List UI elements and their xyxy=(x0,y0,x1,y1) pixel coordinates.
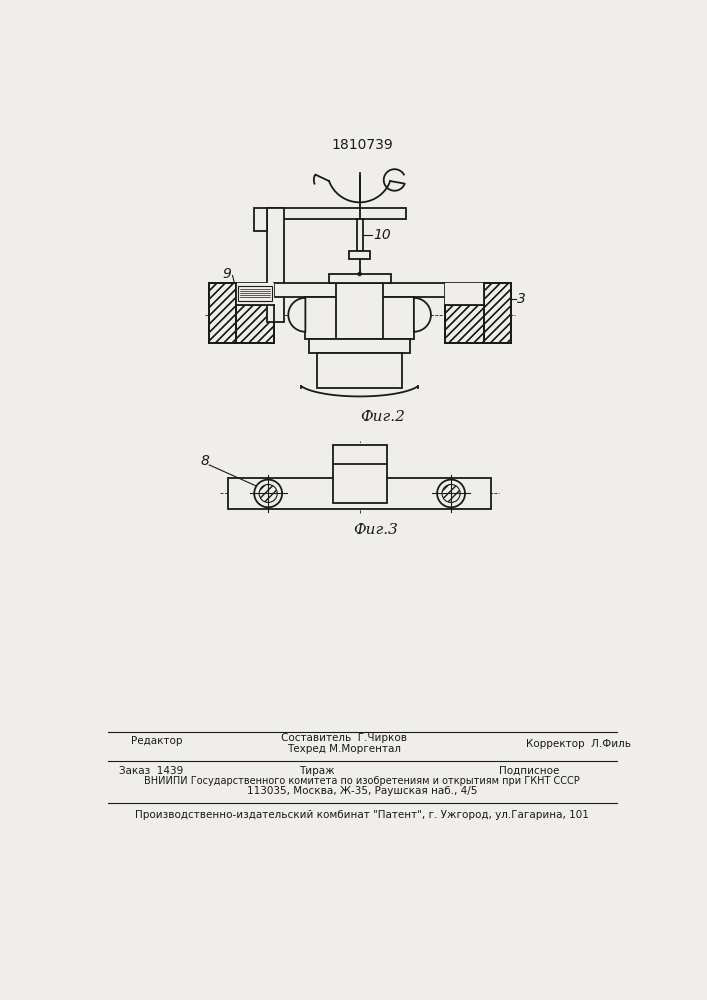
Circle shape xyxy=(437,480,465,507)
Bar xyxy=(445,283,484,305)
Text: 8: 8 xyxy=(200,454,209,468)
Text: 9: 9 xyxy=(223,267,232,281)
Bar xyxy=(209,283,235,343)
Bar xyxy=(349,251,370,259)
Bar xyxy=(445,283,510,343)
Polygon shape xyxy=(414,298,431,332)
Bar xyxy=(267,208,406,219)
Bar xyxy=(235,283,274,305)
Text: 1810739: 1810739 xyxy=(331,138,393,152)
Circle shape xyxy=(255,480,282,507)
Bar xyxy=(317,353,402,388)
Bar xyxy=(255,208,267,231)
Text: 10: 10 xyxy=(373,228,392,242)
Bar xyxy=(357,219,363,251)
Bar xyxy=(305,297,414,339)
Bar xyxy=(209,283,274,343)
Text: 113035, Москва, Ж-35, Раушская наб., 4/5: 113035, Москва, Ж-35, Раушская наб., 4/5 xyxy=(247,786,477,796)
Text: Корректор  Л.Филь: Корректор Л.Филь xyxy=(526,739,631,749)
Text: 3: 3 xyxy=(517,292,526,306)
Text: Редактор: Редактор xyxy=(131,736,182,746)
Bar xyxy=(445,305,484,343)
Text: Производственно-издательский комбинат "Патент", г. Ужгород, ул.Гагарина, 101: Производственно-издательский комбинат "П… xyxy=(135,810,589,820)
Text: Тираж: Тираж xyxy=(299,766,335,776)
Bar xyxy=(235,305,274,343)
Bar xyxy=(228,478,491,509)
Bar xyxy=(337,283,383,339)
Bar xyxy=(329,274,391,283)
Text: ВНИИПИ Государственного комитета по изобретениям и открытиям при ГКНТ СССР: ВНИИПИ Государственного комитета по изоб… xyxy=(144,776,580,786)
Text: Фиг.2: Фиг.2 xyxy=(361,410,405,424)
Circle shape xyxy=(358,272,361,276)
Bar xyxy=(238,286,272,301)
Bar xyxy=(309,339,410,353)
Polygon shape xyxy=(288,298,305,332)
Text: Составитель  Г.Чирков: Составитель Г.Чирков xyxy=(281,733,407,743)
Bar xyxy=(484,283,510,343)
Bar xyxy=(332,445,387,503)
Text: Подписное: Подписное xyxy=(499,766,559,776)
Bar xyxy=(274,283,445,297)
Bar xyxy=(267,208,284,322)
Text: Заказ  1439: Заказ 1439 xyxy=(119,766,184,776)
Text: Фиг.3: Фиг.3 xyxy=(353,523,397,537)
Text: Техред М.Моргентал: Техред М.Моргентал xyxy=(287,744,401,754)
